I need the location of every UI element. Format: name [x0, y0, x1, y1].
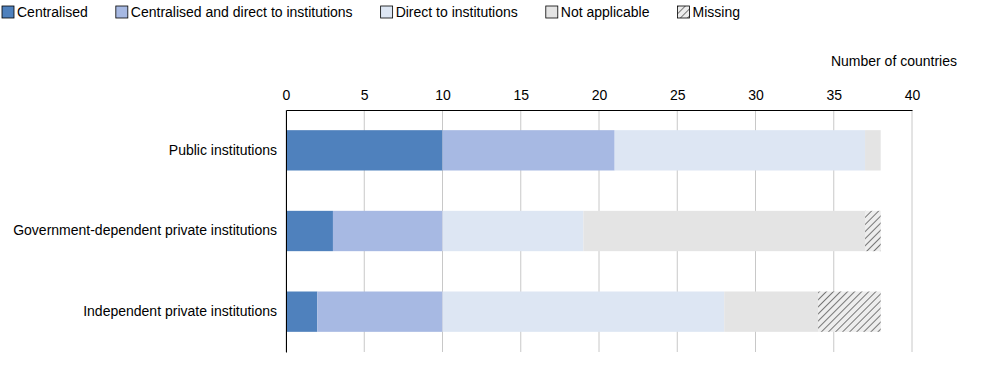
tick: 30: [748, 87, 764, 110]
tick: Public institutions: [169, 142, 286, 158]
legend-item: Missing: [678, 4, 740, 20]
bar-segment: [286, 130, 443, 170]
category-label: Public institutions: [169, 142, 277, 158]
grid-line: [912, 110, 913, 352]
legend-label: Centralised and direct to institutions: [131, 4, 353, 20]
legend-item: Centralised: [2, 4, 88, 20]
legend-swatch: [678, 6, 690, 18]
bar-segment: [443, 211, 584, 251]
tick-label: 20: [592, 87, 608, 103]
bar-segment: [333, 211, 443, 251]
axis-line: [287, 110, 913, 111]
bar-segment: [865, 130, 881, 170]
legend-label: Centralised: [17, 4, 88, 20]
legend-label: Not applicable: [561, 4, 650, 20]
legend-swatch: [116, 6, 128, 18]
legend: Centralised Centralised and direct to ins…: [2, 4, 740, 20]
tick-label: 35: [826, 87, 842, 103]
legend-swatch: [381, 6, 393, 18]
tick-label: 15: [513, 87, 529, 103]
legend-item: Not applicable: [546, 4, 650, 20]
category-label: Independent private institutions: [83, 303, 277, 319]
x-axis: 0 5 10 15 20 25 30 35 40: [283, 87, 921, 111]
series: [818, 211, 881, 332]
tick: 5: [361, 87, 369, 110]
tick-label: 30: [748, 87, 764, 103]
tick: 35: [826, 87, 842, 110]
legend-label: Direct to institutions: [396, 4, 518, 20]
legend-swatch: [546, 6, 558, 18]
axis-line: [286, 111, 287, 353]
tick-label: 25: [670, 87, 686, 103]
tick-label: 10: [435, 87, 451, 103]
bar-segment: [443, 130, 615, 170]
bar-segment: [615, 130, 865, 170]
bar-segment: [818, 292, 881, 332]
bar-segment: [583, 211, 865, 251]
bar-segment: [724, 292, 818, 332]
tick: 10: [435, 87, 451, 110]
bar-segment: [286, 211, 333, 251]
y-axis: Public institutions Government-dependent …: [13, 111, 286, 353]
tick: 15: [513, 87, 529, 110]
category-label: Government-dependent private institution…: [13, 222, 277, 238]
tick-label: 40: [905, 87, 921, 103]
legend-label: Missing: [693, 4, 740, 20]
tick-label: 0: [283, 87, 291, 103]
bar-segment: [443, 292, 725, 332]
bar-segment: [317, 292, 442, 332]
series: [286, 130, 443, 332]
series: [583, 130, 880, 332]
bar-segment: [286, 292, 317, 332]
tick: 25: [670, 87, 686, 110]
tick: 20: [592, 87, 608, 110]
legend-item: Direct to institutions: [381, 4, 518, 20]
tick-label: 5: [361, 87, 369, 103]
bars: [286, 130, 881, 332]
tick: Independent private institutions: [83, 303, 286, 319]
axis-title: Number of countries: [831, 53, 957, 69]
chart: 0 5 10 15 20 25 30 35 40 Public institutions Gover…: [0, 0, 1000, 379]
grid-line: [286, 110, 287, 352]
legend-swatch: [2, 6, 14, 18]
tick: 0: [283, 87, 291, 110]
legend-item: Centralised and direct to institutions: [116, 4, 353, 20]
grid: [286, 110, 912, 352]
tick: 40: [905, 87, 921, 110]
bar-segment: [880, 130, 881, 170]
series: [443, 130, 866, 332]
tick: Government-dependent private institution…: [13, 222, 286, 238]
bar-segment: [865, 211, 881, 251]
